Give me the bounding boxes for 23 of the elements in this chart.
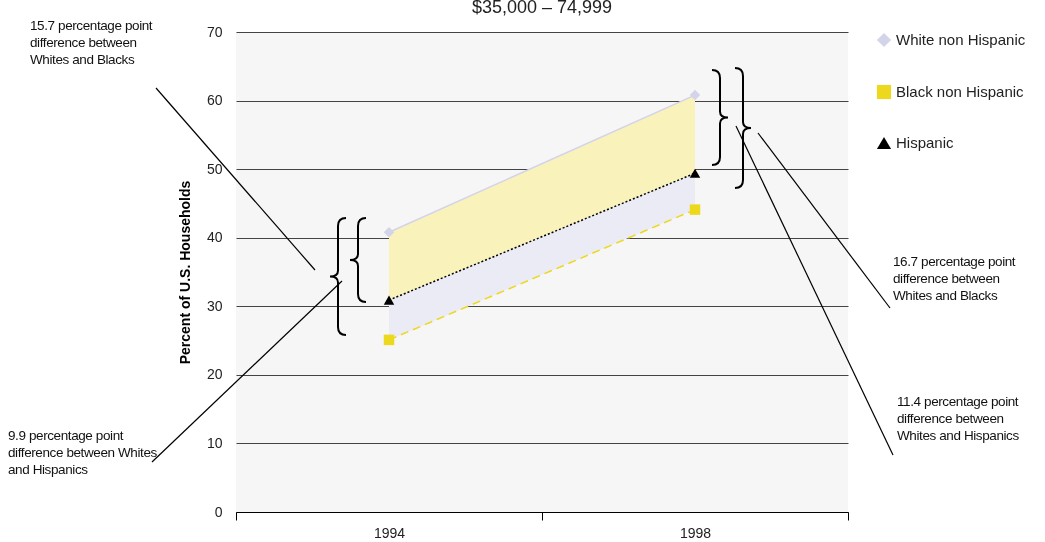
y-tick-label: 0 bbox=[214, 503, 223, 520]
point bbox=[689, 204, 701, 215]
text: 11.4 percentage point difference between Whites and Hispanics bbox=[897, 393, 1020, 444]
text: 9.9 percentage point difference between Whites and Hispanics bbox=[8, 427, 158, 478]
text: 15.7 percentage point difference between Whites and Blacks bbox=[30, 17, 154, 68]
point bbox=[383, 226, 395, 238]
y-tick-label: 40 bbox=[206, 229, 223, 246]
legend-label: White non Hispanic bbox=[896, 31, 1026, 48]
y-axis-title: Percent of U.S. Households bbox=[176, 180, 193, 365]
x-tick-label: 1994 bbox=[373, 524, 406, 541]
y-tick-label: 10 bbox=[206, 434, 223, 451]
y-tick-label: 50 bbox=[206, 160, 223, 177]
y-tick-label: 70 bbox=[206, 23, 223, 40]
chart-title: $35,000 – 74,999 bbox=[471, 0, 613, 17]
y-tick-label: 30 bbox=[206, 297, 223, 314]
point bbox=[689, 89, 701, 101]
x-tick-label: 1998 bbox=[679, 524, 712, 541]
y-tick-label: 20 bbox=[206, 366, 223, 383]
point bbox=[383, 334, 395, 346]
legend-label: Hispanic bbox=[896, 134, 955, 151]
legend-label: Black non Hispanic bbox=[896, 83, 1025, 100]
text: 16.7 percentage point difference between Whites and Blacks bbox=[893, 253, 1017, 304]
y-tick-label: 60 bbox=[206, 92, 223, 109]
